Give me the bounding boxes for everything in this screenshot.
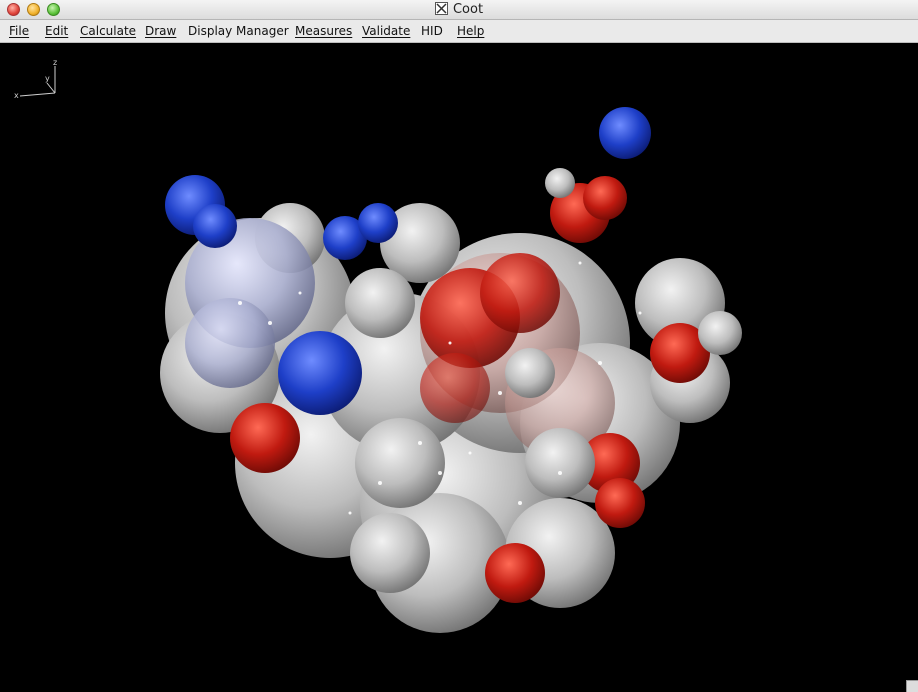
menu-measures[interactable]: Measures xyxy=(295,24,353,38)
minimize-window-button[interactable] xyxy=(27,3,40,16)
axes-indicator-icon: x z y xyxy=(14,58,57,100)
menu-bar: File Edit Calculate Draw Display Manager… xyxy=(0,20,918,43)
window-title: Coot xyxy=(452,2,484,17)
menu-hid[interactable]: HID xyxy=(421,24,443,38)
menu-display-manager[interactable]: Display Manager xyxy=(188,24,289,38)
menu-edit[interactable]: Edit xyxy=(45,24,69,38)
x11-icon xyxy=(434,2,448,15)
electrostatic-surface xyxy=(160,107,742,633)
menu-validate[interactable]: Validate xyxy=(362,24,411,38)
close-window-button[interactable] xyxy=(7,3,20,16)
resize-grip-icon[interactable] xyxy=(906,680,918,692)
menu-draw[interactable]: Draw xyxy=(145,24,177,38)
menu-file[interactable]: File xyxy=(9,24,30,38)
axis-x-label: x xyxy=(14,91,19,100)
axis-y-label: y xyxy=(45,74,50,83)
graphics-viewport[interactable]: x z y xyxy=(0,43,918,692)
axis-z-label: z xyxy=(53,58,57,67)
menu-help[interactable]: Help xyxy=(457,24,485,38)
zoom-window-button[interactable] xyxy=(47,3,60,16)
menu-calculate[interactable]: Calculate xyxy=(80,24,137,38)
molecular-surface-canvas[interactable]: x z y xyxy=(0,43,918,692)
title-bar: Coot xyxy=(0,0,918,20)
